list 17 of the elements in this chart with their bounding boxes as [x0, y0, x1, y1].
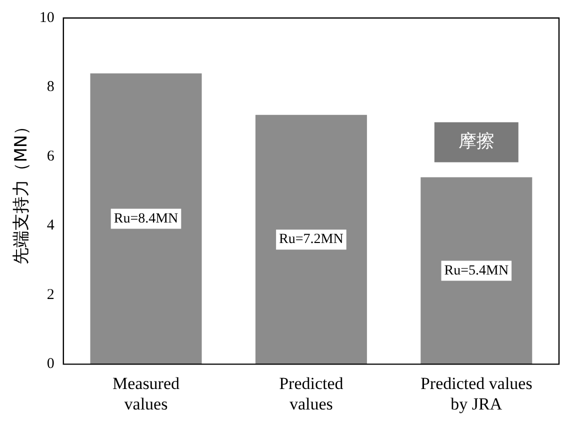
y-tick-label: 0 — [46, 356, 54, 372]
data-label: Ru=7.2MN — [279, 232, 344, 248]
y-tick-label: 8 — [46, 79, 54, 96]
x-tick-label: Predicted values — [279, 374, 344, 414]
annotation: 摩擦 — [458, 130, 494, 152]
bar — [90, 73, 202, 364]
y-axis-title: 先端支持力（MN） — [12, 118, 32, 264]
data-label: Ru=5.4MN — [444, 263, 509, 278]
y-tick-label: 10 — [39, 10, 54, 26]
data-label: Ru=8.4MN — [114, 211, 178, 226]
x-tick-label: Predicted values by JRA — [420, 374, 532, 414]
y-tick-label: 4 — [46, 218, 55, 234]
x-tick-label: Measured values — [112, 374, 180, 414]
bar — [255, 114, 367, 364]
y-tick-label: 6 — [46, 148, 55, 164]
bar — [420, 177, 532, 364]
y-tick-label: 2 — [46, 286, 54, 303]
